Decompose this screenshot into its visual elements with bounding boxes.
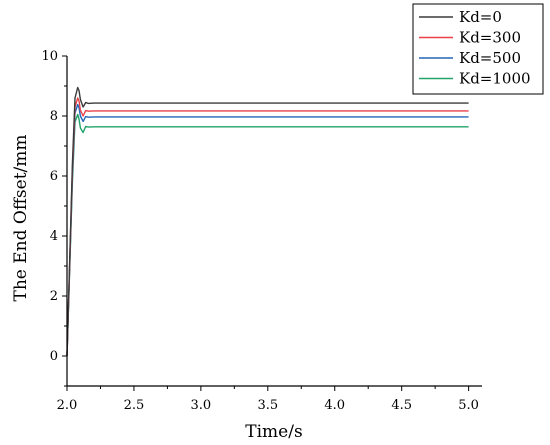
ticks-layer: 2.0 2.5 3.0 3.5 4.0 4.5 5.0 0 2 4 6 8 10 [41,49,479,413]
x-tick-label: 4.0 [324,398,345,413]
legend-label: Kd=500 [459,49,521,67]
y-tick-label: 10 [41,49,58,64]
y-axis-title: The End Offset/mm [11,135,31,302]
x-tick-label: 2.0 [57,398,78,413]
y-tick-label: 2 [50,289,58,304]
series-line-kd-0 [66,86,469,357]
x-axis-title: Time/s [245,422,302,442]
series-line-kd-1000 [66,113,469,357]
y-tick-label: 8 [50,109,58,124]
x-tick-label: 2.5 [124,398,145,413]
axes-layer [66,56,482,387]
y-tick-label: 0 [50,349,58,364]
x-tick-label: 3.5 [257,398,278,413]
x-tick-label: 4.5 [391,398,412,413]
series-line-kd-500 [66,103,469,357]
x-tick-label: 5.0 [458,398,479,413]
series-layer [66,86,469,357]
y-tick-label: 4 [50,229,58,244]
x-tick-label: 3.0 [191,398,212,413]
series-line-kd-300 [66,97,469,357]
legend: Kd=0 Kd=300 Kd=500 Kd=1000 [412,3,544,95]
legend-label: Kd=0 [459,8,502,26]
y-tick-label: 6 [50,169,58,184]
legend-label: Kd=1000 [459,70,531,88]
legend-label: Kd=300 [459,29,521,47]
